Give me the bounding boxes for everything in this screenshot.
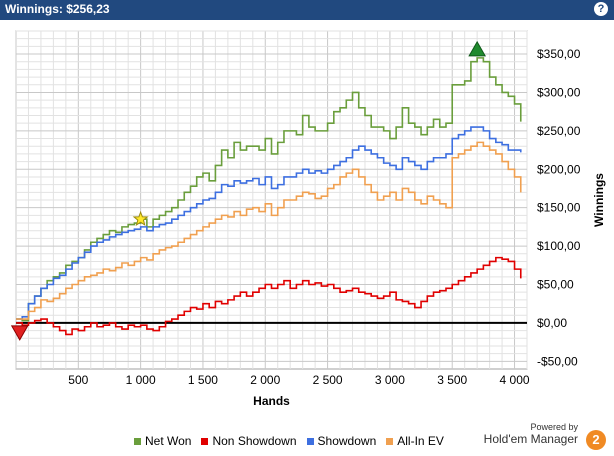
x-tick-label: 1 500 — [188, 373, 218, 387]
hm2-logo-icon: 2 — [586, 430, 606, 450]
legend-label: Showdown — [317, 434, 377, 448]
legend: Net Won Non Showdown Showdown All-In EV — [134, 434, 444, 448]
legend-item-showdown: Showdown — [306, 434, 377, 448]
series-net-won — [16, 57, 522, 322]
question-icon[interactable]: ? — [594, 2, 608, 16]
legend-swatch — [134, 437, 141, 445]
y-tick-label: $300,00 — [537, 85, 581, 99]
y-tick-label: $250,00 — [537, 124, 581, 138]
y-tick-label: $200,00 — [537, 162, 581, 176]
x-tick-label: 2 000 — [250, 373, 280, 387]
legend-label: Net Won — [145, 434, 192, 448]
x-tick-label: 1 000 — [126, 373, 156, 387]
legend-label: All-In EV — [397, 434, 444, 448]
x-axis-label: Hands — [253, 394, 290, 408]
y-tick-label: $100,00 — [537, 239, 581, 253]
y-tick-label: $350,00 — [537, 47, 581, 61]
title-bar: Winnings: $256,23 ? — [0, 0, 614, 20]
legend-swatch — [386, 437, 394, 445]
series-all-in-ev — [16, 141, 522, 320]
star-icon — [132, 210, 149, 227]
series-lines — [16, 57, 522, 336]
winnings-title: Winnings: $256,23 — [5, 2, 110, 16]
legend-swatch — [306, 437, 314, 445]
legend-label: Non Showdown — [212, 434, 297, 448]
peak-triangle-icon — [468, 40, 487, 57]
x-tick-label: 500 — [68, 373, 88, 387]
branding: Powered by Hold'em Manager 2 — [483, 422, 606, 450]
x-tick-label: 2 500 — [313, 373, 343, 387]
y-tick-label: $50,00 — [537, 278, 574, 292]
legend-item-all-in-ev: All-In EV — [386, 434, 444, 448]
legend-item-net-won: Net Won — [134, 434, 191, 448]
brand-name: Hold'em Manager — [483, 432, 578, 446]
legend-item-non-showdown: Non Showdown — [201, 434, 297, 448]
x-tick-label: 4 000 — [500, 373, 530, 387]
y-axis-ticks: -$50,00 $0,00 $50,00 $100,00 $150,00 $200,00 $… — [537, 47, 581, 368]
x-tick-label: 3 500 — [437, 373, 467, 387]
y-tick-label: $150,00 — [537, 201, 581, 215]
markers — [10, 40, 487, 341]
y-axis-label: Winnings — [592, 173, 606, 227]
x-axis-ticks: 500 1 000 1 500 2 000 2 500 3 000 3 500 4 000 — [68, 373, 530, 387]
low-triangle-icon — [10, 325, 29, 341]
series-showdown — [16, 126, 522, 320]
grid-lines — [15, 30, 528, 369]
x-tick-label: 3 000 — [375, 373, 405, 387]
powered-by: Powered by — [530, 422, 578, 432]
series-non-showdown — [16, 256, 522, 336]
legend-swatch — [201, 437, 209, 445]
y-tick-label: $0,00 — [537, 316, 567, 330]
y-tick-label: -$50,00 — [537, 354, 578, 368]
